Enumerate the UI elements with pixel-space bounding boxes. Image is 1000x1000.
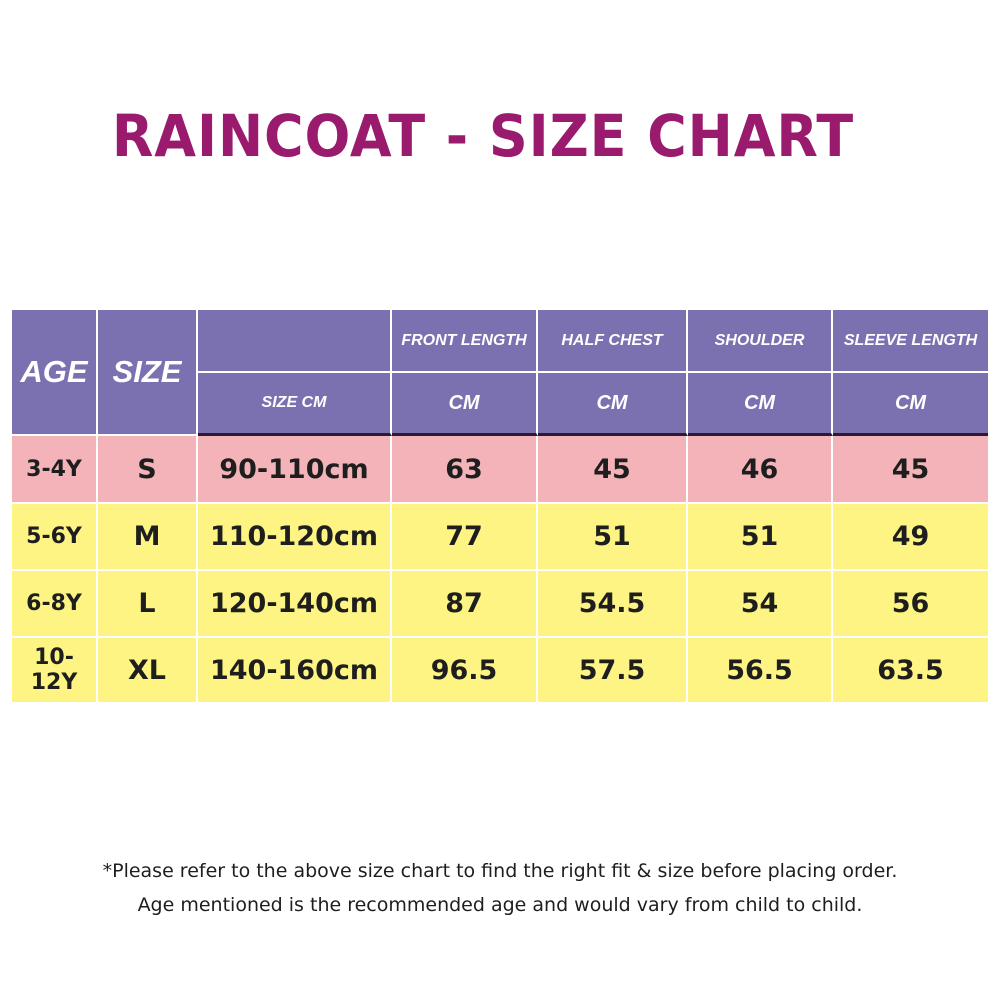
header-shoulder: SHOULDER (688, 310, 833, 373)
size-cell: XL (98, 638, 198, 704)
age-cell: 3-4Y (12, 436, 98, 504)
shoulder-cell: 56.5 (688, 638, 833, 704)
age-cell: 5-6Y (12, 504, 98, 571)
size-cm-cell: 120-140cm (198, 571, 392, 638)
header-age: AGE (12, 310, 98, 436)
shoulder-cell: 46 (688, 436, 833, 504)
page-title: RAINCOAT - SIZE CHART (111, 102, 855, 170)
header-size-cm: SIZE CM (198, 373, 392, 436)
header-unit: CM (688, 373, 833, 436)
size-cm-cell: 110-120cm (198, 504, 392, 571)
sleeve-length-cell: 56 (833, 571, 988, 638)
header-unit: CM (392, 373, 538, 436)
header-size: SIZE (98, 310, 198, 436)
header-half-chest: HALF CHEST (538, 310, 688, 373)
sleeve-length-cell: 49 (833, 504, 988, 571)
table-row: 3-4Y S 90-110cm 63 45 46 45 (12, 436, 988, 504)
footnote-age-disclaimer: Age mentioned is the recommended age and… (137, 894, 863, 916)
shoulder-cell: 54 (688, 571, 833, 638)
half-chest-cell: 57.5 (538, 638, 688, 704)
table-row: 6-8Y L 120-140cm 87 54.5 54 56 (12, 571, 988, 638)
half-chest-cell: 45 (538, 436, 688, 504)
age-cell: 6-8Y (12, 571, 98, 638)
age-cell: 10-12Y (12, 638, 98, 704)
table-row: 10-12Y XL 140-160cm 96.5 57.5 56.5 63.5 (12, 638, 988, 704)
front-length-cell: 87 (392, 571, 538, 638)
size-chart-table: AGE SIZE FRONT LENGTH HALF CHEST SHOULDE… (12, 310, 988, 704)
size-cell: S (98, 436, 198, 504)
size-cm-cell: 140-160cm (198, 638, 392, 704)
header-front-length: FRONT LENGTH (392, 310, 538, 373)
front-length-cell: 63 (392, 436, 538, 504)
size-cell: M (98, 504, 198, 571)
header-unit: CM (833, 373, 988, 436)
half-chest-cell: 51 (538, 504, 688, 571)
table-row: 5-6Y M 110-120cm 77 51 51 49 (12, 504, 988, 571)
footnote-fit-advice: *Please refer to the above size chart to… (102, 860, 898, 882)
header-unit: CM (538, 373, 688, 436)
sleeve-length-cell: 45 (833, 436, 988, 504)
size-cell: L (98, 571, 198, 638)
front-length-cell: 77 (392, 504, 538, 571)
size-cm-cell: 90-110cm (198, 436, 392, 504)
header-sleeve-length: SLEEVE LENGTH (833, 310, 988, 373)
front-length-cell: 96.5 (392, 638, 538, 704)
shoulder-cell: 51 (688, 504, 833, 571)
sleeve-length-cell: 63.5 (833, 638, 988, 704)
header-blank-cell (198, 310, 392, 373)
half-chest-cell: 54.5 (538, 571, 688, 638)
